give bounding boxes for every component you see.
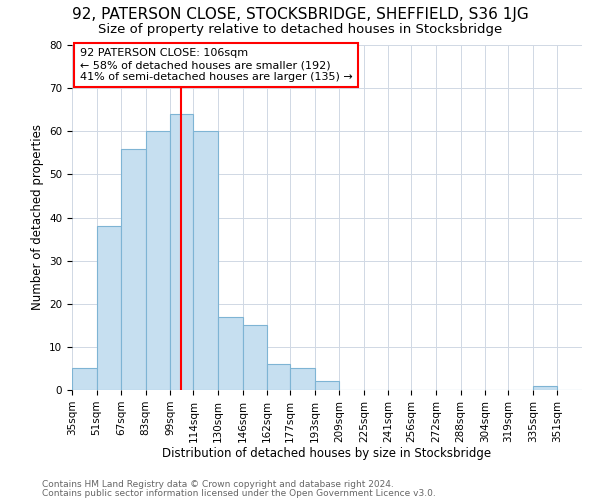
Bar: [97, 226, 121, 390]
Bar: [72, 368, 97, 390]
Text: Contains public sector information licensed under the Open Government Licence v3: Contains public sector information licen…: [42, 488, 436, 498]
Bar: [218, 316, 242, 390]
Bar: [121, 148, 146, 390]
Bar: [146, 131, 170, 390]
Bar: [533, 386, 557, 390]
Bar: [290, 368, 315, 390]
Bar: [170, 114, 193, 390]
Y-axis label: Number of detached properties: Number of detached properties: [31, 124, 44, 310]
Bar: [315, 382, 339, 390]
Bar: [267, 364, 290, 390]
Text: 92 PATERSON CLOSE: 106sqm
← 58% of detached houses are smaller (192)
41% of semi: 92 PATERSON CLOSE: 106sqm ← 58% of detac…: [80, 48, 352, 82]
Bar: [193, 131, 218, 390]
Bar: [242, 326, 267, 390]
Text: 92, PATERSON CLOSE, STOCKSBRIDGE, SHEFFIELD, S36 1JG: 92, PATERSON CLOSE, STOCKSBRIDGE, SHEFFI…: [71, 8, 529, 22]
X-axis label: Distribution of detached houses by size in Stocksbridge: Distribution of detached houses by size …: [163, 448, 491, 460]
Text: Size of property relative to detached houses in Stocksbridge: Size of property relative to detached ho…: [98, 22, 502, 36]
Text: Contains HM Land Registry data © Crown copyright and database right 2024.: Contains HM Land Registry data © Crown c…: [42, 480, 394, 489]
